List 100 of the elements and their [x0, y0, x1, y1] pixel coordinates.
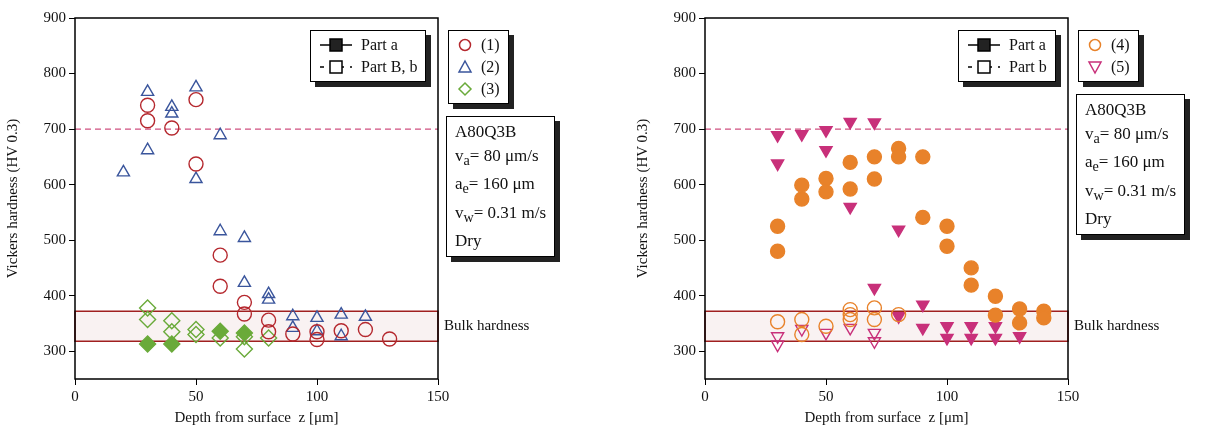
point	[939, 238, 955, 254]
legend-label: (2)	[481, 57, 500, 78]
x-tick-label: 50	[818, 387, 834, 404]
point	[165, 105, 179, 118]
band-label: Bulk hardness	[1074, 317, 1160, 334]
annotation: Part B, b	[361, 57, 418, 77]
point	[769, 243, 786, 259]
text: a$_{e}$= 160 μm	[1085, 151, 1166, 177]
point	[891, 312, 906, 324]
point	[818, 170, 834, 187]
point	[842, 181, 858, 197]
point	[940, 322, 954, 334]
point	[769, 218, 786, 234]
point	[940, 333, 954, 346]
point	[963, 277, 979, 293]
x-tick-label: 50	[188, 387, 204, 404]
x-tick-label: 0	[701, 387, 709, 404]
y-tick-label: 800	[43, 64, 66, 81]
y-axis-title: Vickers hardness (HV 0.3)	[3, 118, 21, 279]
y-tick-label: 800	[673, 64, 696, 81]
text: A80Q3B	[455, 121, 518, 143]
point	[286, 320, 300, 333]
point	[939, 218, 955, 234]
point	[310, 310, 324, 323]
point	[139, 113, 156, 129]
point	[139, 97, 156, 113]
point	[842, 306, 858, 323]
point	[842, 311, 858, 328]
annotation: Part a	[1009, 35, 1046, 55]
legend-label: (1)	[481, 35, 500, 56]
point	[187, 320, 205, 339]
point	[866, 171, 883, 187]
point	[842, 301, 858, 318]
y-axis-title: Vickers hardness (HV 0.3)	[633, 118, 651, 279]
y-tick-label: 400	[673, 286, 696, 303]
y-tick-label: 900	[43, 8, 66, 25]
point	[770, 159, 785, 172]
point	[916, 300, 930, 313]
point	[309, 324, 325, 340]
point	[818, 318, 834, 334]
point	[259, 329, 278, 347]
point	[164, 120, 180, 136]
y-tick-label: 500	[43, 231, 66, 248]
point	[286, 308, 300, 321]
point	[261, 286, 276, 299]
point	[818, 184, 834, 200]
point	[165, 99, 179, 112]
point	[213, 127, 227, 140]
legend-label: (4)	[1111, 35, 1130, 56]
point	[212, 278, 228, 294]
point	[357, 321, 374, 338]
x-tick-label: 100	[305, 387, 329, 404]
point	[963, 260, 979, 276]
point	[163, 311, 181, 330]
point	[915, 149, 931, 165]
point	[187, 325, 205, 344]
point	[866, 300, 883, 316]
point	[842, 154, 858, 171]
x-tick-label: 100	[935, 387, 959, 404]
point	[987, 288, 1004, 304]
point	[769, 314, 786, 330]
point	[310, 323, 324, 336]
y-tick-label: 700	[673, 120, 696, 137]
point	[236, 306, 253, 322]
point	[261, 291, 276, 304]
point	[163, 335, 181, 353]
point	[843, 202, 857, 215]
point	[866, 311, 883, 328]
text: a$_{e}$= 160 μm	[455, 173, 536, 199]
text: v$_{a}$= 80 μm/s	[1085, 123, 1170, 149]
band-label: Bulk hardness	[444, 317, 530, 334]
point	[964, 322, 978, 334]
point	[988, 322, 1003, 334]
y-tick-label: 400	[43, 286, 66, 303]
point	[237, 230, 252, 243]
point	[381, 331, 398, 347]
point	[867, 283, 882, 296]
point	[1011, 301, 1028, 317]
x-tick-label: 150	[426, 387, 450, 404]
point	[213, 223, 227, 236]
annotation: Part a	[361, 35, 398, 55]
x-axis-title: Depth from surface z [μm]	[174, 408, 339, 425]
point	[260, 312, 277, 328]
point	[235, 340, 254, 358]
point	[867, 328, 882, 341]
text: Dry	[455, 230, 483, 253]
point	[819, 145, 833, 158]
point	[867, 118, 882, 131]
point	[237, 275, 252, 288]
text: v$_{a}$= 80 μm/s	[455, 145, 540, 171]
point	[794, 326, 810, 343]
point	[188, 156, 204, 172]
point	[867, 337, 882, 349]
point	[189, 171, 203, 184]
y-tick-label: 300	[43, 342, 66, 359]
y-tick-label: 600	[43, 175, 66, 192]
point	[987, 307, 1004, 323]
point	[794, 191, 810, 207]
x-axis-title: Depth from surface z [μm]	[804, 408, 969, 425]
point	[116, 164, 131, 177]
